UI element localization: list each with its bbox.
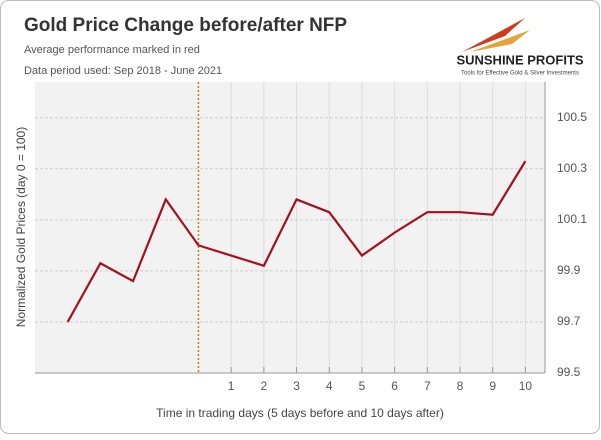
chart-title: Gold Price Change before/after NFP (24, 15, 347, 36)
brand: SUNSHINE PROFITS (456, 52, 583, 67)
x-tick-label: 9 (489, 379, 496, 393)
note: Data period used: Sep 2018 - June 2021 (24, 65, 222, 77)
x-axis-label: Time in trading days (5 days before and … (156, 406, 444, 420)
x-tick-label: 1 (228, 379, 235, 393)
x-tick-label: 5 (359, 379, 366, 393)
x-tick-label: 3 (293, 379, 300, 393)
brand-tagline: Tools for Effective Gold & Silver Invest… (461, 71, 579, 77)
x-tick-label: 6 (391, 379, 398, 393)
logo: SUNSHINE PROFITS Tools for Effective Gol… (456, 18, 584, 77)
y-tick-label: 99.5 (557, 365, 581, 379)
y-tick-label: 99.9 (557, 263, 581, 277)
series-line (66, 160, 527, 323)
x-tick-label: 2 (261, 379, 268, 393)
x-tick-label: 7 (424, 379, 431, 393)
y-tick-label: 100.5 (557, 110, 587, 124)
y-tick-label: 100.3 (557, 161, 587, 175)
x-tick-label: 10 (519, 379, 533, 393)
x-tick-label: 8 (457, 379, 464, 393)
plot-area (35, 82, 545, 373)
y-tick-label: 99.7 (557, 314, 581, 328)
y-tick-label: 100.1 (557, 212, 587, 226)
subtitle: Average performance marked in red (24, 44, 200, 56)
y-axis-label: Normalized Gold Prices (day 0 = 100) (14, 127, 28, 327)
x-tick-label: 4 (326, 379, 333, 393)
